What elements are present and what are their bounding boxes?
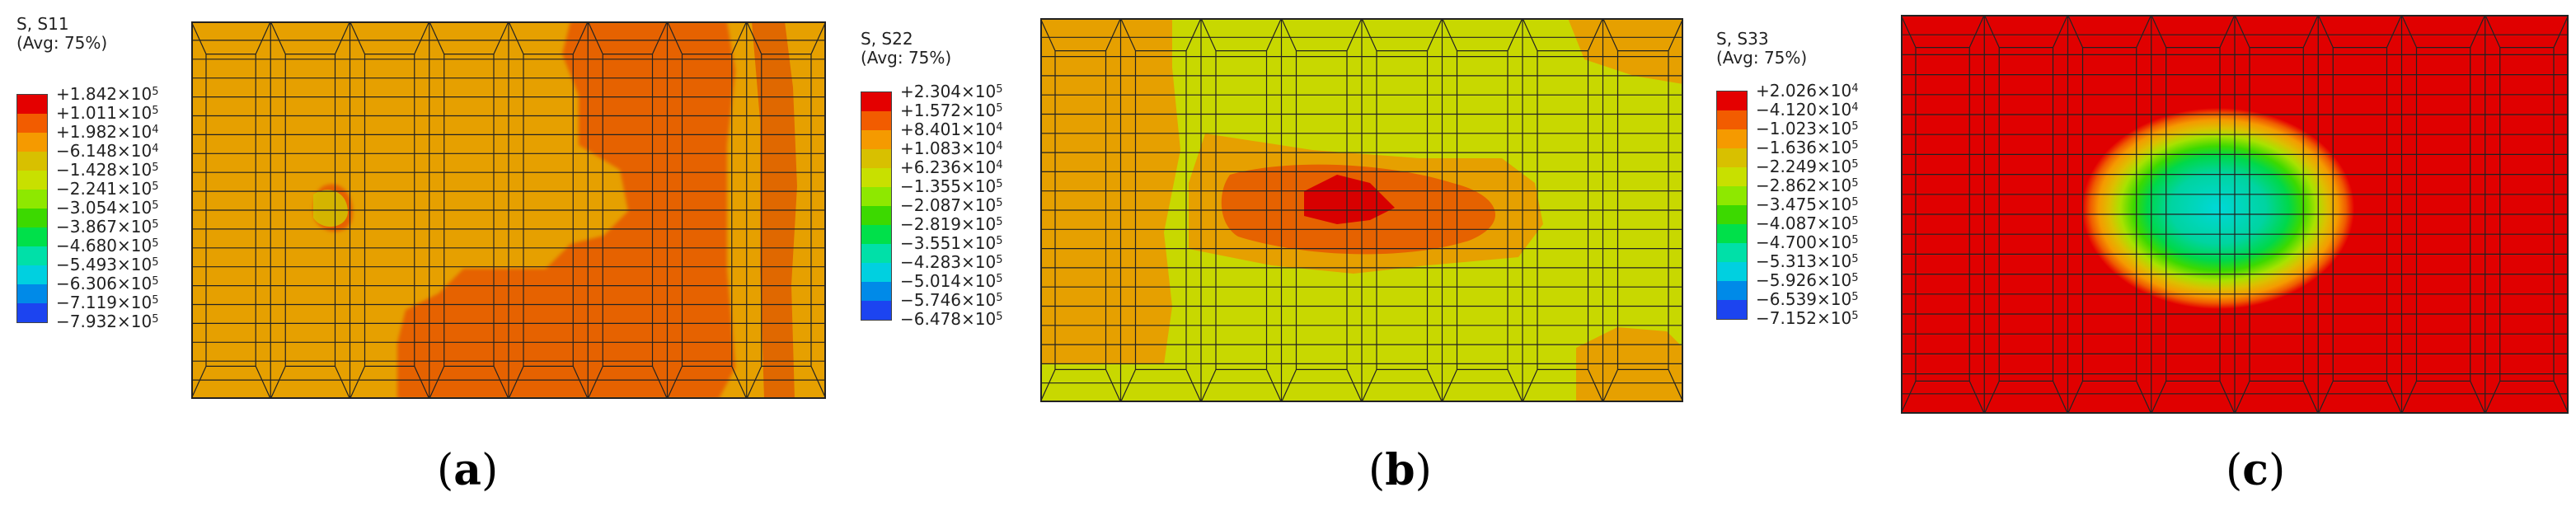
scale-value: +8.401×104 xyxy=(900,120,1003,139)
scale-value: +1.083×104 xyxy=(900,138,1003,158)
color-swatch xyxy=(1717,205,1747,224)
color-swatch xyxy=(17,303,47,322)
legend-a: S, S11 (Avg: 75%) +1.842×105 +1.011×105 +1… xyxy=(16,14,159,331)
color-swatch xyxy=(1717,243,1747,262)
contour-plot-b xyxy=(1040,18,1683,402)
color-swatch xyxy=(1717,224,1747,243)
color-swatch xyxy=(17,284,47,303)
scale-value: −4.700×105 xyxy=(1756,232,1859,252)
scale-value: −4.120×104 xyxy=(1756,100,1859,120)
scale-value: −2.087×105 xyxy=(900,195,1003,215)
scale-value: +6.236×104 xyxy=(900,157,1003,177)
color-swatch xyxy=(1717,129,1747,148)
color-swatch xyxy=(861,130,891,149)
scale-value: +2.026×104 xyxy=(1756,81,1859,101)
color-swatch xyxy=(17,227,47,246)
color-swatch xyxy=(1717,300,1747,319)
color-swatch xyxy=(1717,110,1747,129)
color-swatch xyxy=(1717,262,1747,281)
scale-value: −1.355×105 xyxy=(900,176,1003,196)
scale-value: −1.636×105 xyxy=(1756,138,1859,157)
color-swatch xyxy=(861,187,891,206)
color-swatch xyxy=(1717,281,1747,300)
scale-value: +1.572×105 xyxy=(900,101,1003,120)
color-swatch xyxy=(861,225,891,244)
legend-subtitle: (Avg: 75%) xyxy=(16,33,108,53)
scale-value: −2.862×105 xyxy=(1756,176,1859,195)
color-scale xyxy=(16,94,48,323)
scale-value: −6.478×105 xyxy=(900,309,1003,329)
legend-title: S, S33 xyxy=(1716,29,1769,49)
legend-subtitle: (Avg: 75%) xyxy=(1716,48,1808,68)
legend-title: S, S11 xyxy=(16,14,69,34)
color-swatch xyxy=(1717,167,1747,186)
scale-value: −6.306×105 xyxy=(56,274,159,293)
color-swatch xyxy=(1717,186,1747,205)
color-swatch xyxy=(17,133,47,152)
color-swatch xyxy=(17,95,47,114)
contour-plot-a xyxy=(191,21,826,399)
scale-value: +1.842×105 xyxy=(56,84,159,104)
scale-value: −5.493×105 xyxy=(56,255,159,274)
color-swatch xyxy=(861,206,891,225)
scale-values: +2.304×105 +1.572×105 +8.401×104 +1.083×104… xyxy=(900,82,1003,329)
scale-value: −5.746×105 xyxy=(900,290,1003,310)
scale-value: −6.148×104 xyxy=(56,141,159,161)
mesh-grid xyxy=(191,21,826,399)
scale-value: −5.926×105 xyxy=(1756,270,1859,290)
scale-value: −1.428×105 xyxy=(56,160,159,180)
color-swatch xyxy=(17,171,47,190)
scale-value: −5.014×105 xyxy=(900,271,1003,291)
color-swatch xyxy=(861,168,891,187)
scale-value: −1.023×105 xyxy=(1756,119,1859,138)
scale-value: −2.819×105 xyxy=(900,214,1003,234)
color-swatch xyxy=(17,114,47,133)
color-swatch xyxy=(861,244,891,263)
scale-value: +2.304×105 xyxy=(900,82,1003,101)
color-swatch xyxy=(17,190,47,209)
legend-subtitle: (Avg: 75%) xyxy=(861,48,952,68)
scale-value: −6.539×105 xyxy=(1756,289,1859,309)
color-swatch xyxy=(861,263,891,282)
caption-b: (b) xyxy=(1368,445,1432,495)
scale-value: −2.249×105 xyxy=(1756,157,1859,176)
color-swatch xyxy=(861,111,891,130)
scale-value: −5.313×105 xyxy=(1756,251,1859,271)
scale-value: +1.011×105 xyxy=(56,103,159,123)
legend-c: S, S33 (Avg: 75%) +2.026×104 −4.120×104 −1… xyxy=(1716,29,1859,328)
color-swatch xyxy=(861,149,891,168)
color-swatch xyxy=(17,209,47,227)
scale-value: −3.054×105 xyxy=(56,198,159,218)
legend-title: S, S22 xyxy=(861,29,913,49)
color-scale xyxy=(861,91,892,321)
scale-value: −3.551×105 xyxy=(900,233,1003,253)
scale-value: −2.241×105 xyxy=(56,179,159,199)
scale-values: +1.842×105 +1.011×105 +1.982×104 −6.148×104… xyxy=(56,85,159,331)
scale-value: −7.152×105 xyxy=(1756,308,1859,328)
caption-c: (c) xyxy=(2226,445,2286,495)
caption-a: (a) xyxy=(437,445,499,495)
scale-values: +2.026×104 −4.120×104 −1.023×105 −1.636×105… xyxy=(1756,82,1859,328)
scale-value: −4.283×105 xyxy=(900,252,1003,272)
scale-value: −4.087×105 xyxy=(1756,213,1859,233)
color-swatch xyxy=(17,265,47,284)
color-swatch xyxy=(1717,91,1747,110)
color-swatch xyxy=(17,246,47,265)
scale-value: −3.475×105 xyxy=(1756,195,1859,214)
color-swatch xyxy=(861,282,891,301)
color-swatch xyxy=(17,152,47,171)
color-swatch xyxy=(1717,148,1747,167)
scale-value: −7.932×105 xyxy=(56,312,159,331)
scale-value: +1.982×104 xyxy=(56,122,159,142)
scale-value: −3.867×105 xyxy=(56,217,159,237)
scale-value: −4.680×105 xyxy=(56,236,159,255)
color-swatch xyxy=(861,92,891,111)
scale-value: −7.119×105 xyxy=(56,293,159,312)
color-scale xyxy=(1716,91,1748,320)
legend-b: S, S22 (Avg: 75%) +2.304×105 +1.572×105 +8… xyxy=(861,29,1003,329)
color-swatch xyxy=(861,301,891,320)
contour-plot-c xyxy=(1901,15,2569,414)
